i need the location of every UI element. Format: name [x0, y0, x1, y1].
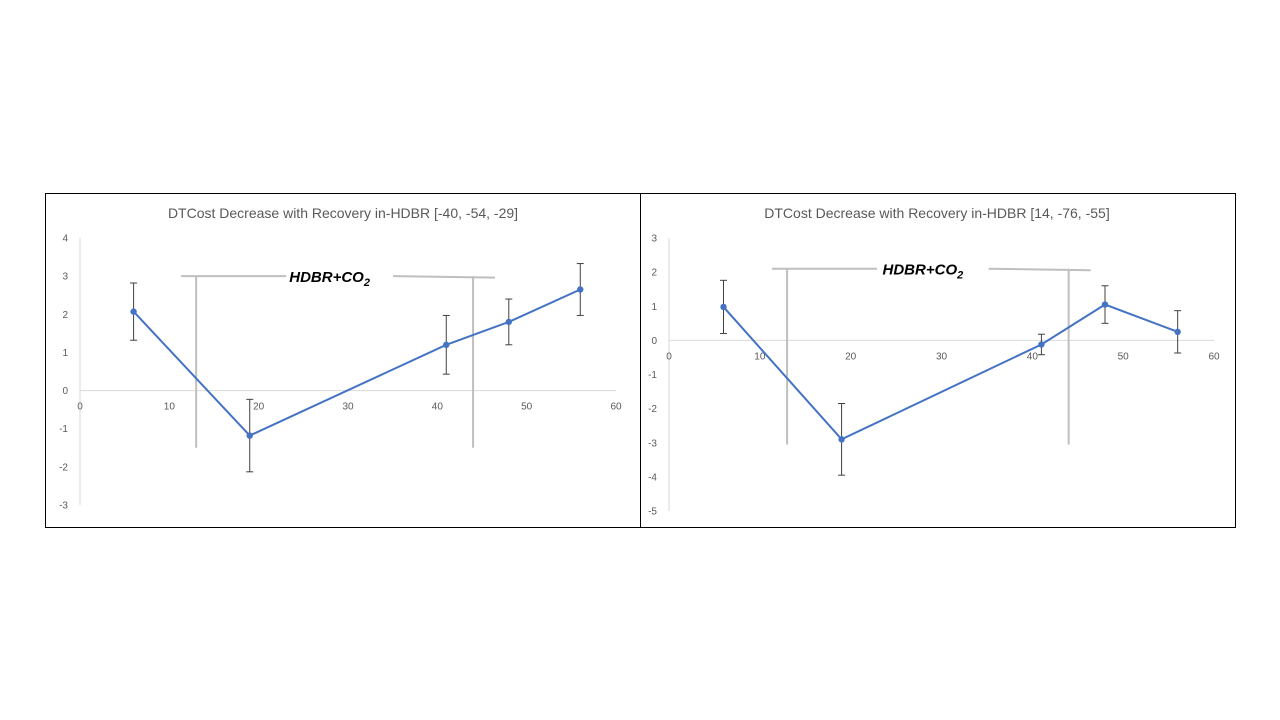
data-point [1174, 328, 1181, 336]
chart-right: DTCost Decrease with Recovery in-HDBR [1… [640, 193, 1236, 528]
x-tick-label: 40 [1027, 351, 1039, 362]
annotation-label: HDBR+CO2 [289, 269, 370, 289]
data-point [246, 432, 253, 439]
x-tick-label: 20 [845, 351, 857, 362]
y-tick-label: 0 [62, 386, 68, 397]
annotation-subscript: 2 [956, 270, 963, 282]
y-tick-label: -3 [648, 438, 657, 449]
x-tick-label: 50 [521, 402, 533, 413]
data-point [720, 303, 727, 311]
x-tick-label: 60 [610, 402, 622, 413]
y-tick-label: 4 [62, 234, 68, 245]
x-tick-label: 40 [432, 402, 444, 413]
chart-title: DTCost Decrease with Recovery in-HDBR [-… [168, 205, 518, 221]
y-tick-label: -1 [648, 370, 657, 381]
data-point [130, 308, 137, 315]
chart-frame [45, 193, 641, 528]
chart-title: DTCost Decrease with Recovery in-HDBR [1… [764, 205, 1109, 221]
y-tick-label: -4 [648, 472, 657, 483]
x-tick-label: 60 [1208, 351, 1220, 362]
data-point [1101, 301, 1109, 308]
x-tick-label: 30 [342, 402, 354, 413]
x-tick-label: 10 [164, 402, 176, 413]
chart-left: DTCost Decrease with Recovery in-HDBR [-… [45, 193, 641, 528]
y-tick-label: -3 [59, 501, 68, 512]
x-tick-label: 50 [1118, 351, 1130, 362]
annotation-bracket-top-right [988, 267, 1091, 272]
chart-frame [640, 193, 1236, 528]
y-tick-label: -2 [59, 462, 68, 473]
y-tick-label: 0 [651, 336, 657, 347]
x-tick-label: 20 [253, 402, 265, 413]
y-tick-label: 1 [62, 348, 68, 359]
y-tick-label: 1 [651, 302, 657, 313]
y-tick-label: 3 [62, 272, 68, 283]
data-point [577, 286, 584, 293]
annotation-bracket-top-right [393, 275, 496, 279]
annotation-subscript: 2 [363, 277, 370, 289]
x-tick-label: 30 [936, 351, 948, 362]
y-tick-label: 2 [651, 268, 657, 279]
data-point [1038, 341, 1045, 348]
data-point [838, 436, 845, 443]
data-point [443, 341, 450, 348]
y-tick-label: 3 [651, 234, 657, 245]
x-tick-label: 0 [77, 402, 83, 413]
y-tick-label: 2 [62, 310, 68, 321]
x-tick-label: 0 [666, 351, 672, 362]
data-point [505, 318, 512, 326]
y-tick-label: -2 [648, 404, 657, 415]
y-tick-label: -5 [648, 507, 657, 518]
annotation-label: HDBR+CO2 [883, 262, 964, 282]
y-tick-label: -1 [59, 424, 68, 435]
x-tick-label: 10 [754, 351, 766, 362]
